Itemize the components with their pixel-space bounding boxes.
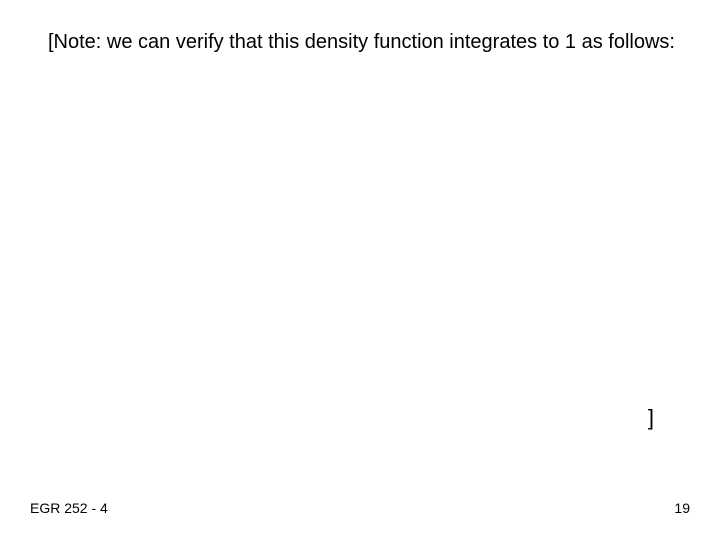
page-number: 19 [674,500,690,516]
slide-container: [Note: we can verify that this density f… [0,0,720,540]
footer-course-code: EGR 252 - 4 [30,500,108,516]
note-text: [Note: we can verify that this density f… [48,30,680,56]
closing-bracket: ] [648,405,654,431]
